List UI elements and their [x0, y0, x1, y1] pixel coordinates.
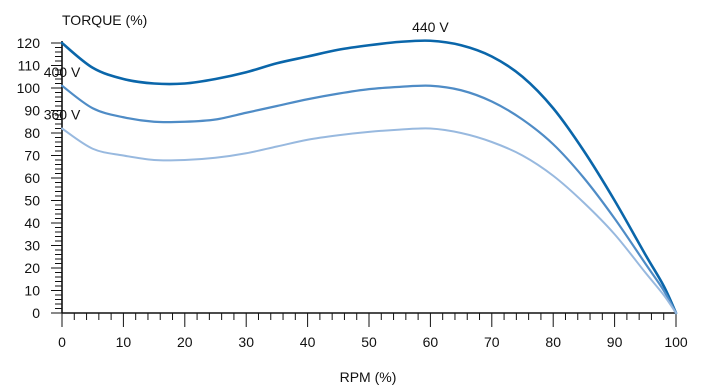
y-tick-label: 10 [24, 283, 40, 299]
y-tick-label: 30 [24, 238, 40, 254]
y-tick-label: 20 [24, 260, 40, 276]
x-tick-label: 20 [177, 334, 193, 350]
series-line-360v [61, 127, 677, 314]
y-tick-label: 80 [24, 125, 40, 141]
x-tick-label: 50 [361, 334, 377, 350]
series-line-400v [60, 84, 678, 315]
x-tick-label: 100 [664, 334, 688, 350]
y-tick-label: 110 [18, 58, 41, 74]
x-tick-label: 60 [423, 334, 439, 350]
x-tick-label: 80 [545, 334, 561, 350]
y-tick-label: 70 [24, 148, 40, 164]
x-tick-label: 10 [116, 334, 132, 350]
series-label: 400 V [44, 64, 81, 80]
x-axis-title: RPM (%) [340, 369, 397, 385]
x-tick-label: 30 [238, 334, 254, 350]
y-tick-label: 90 [24, 103, 40, 119]
x-tick-label: 40 [300, 334, 316, 350]
y-tick-label: 50 [24, 193, 40, 209]
series-label: 440 V [412, 19, 449, 35]
x-tick-label: 90 [607, 334, 623, 350]
y-axis-title: TORQUE (%) [62, 12, 147, 28]
series-line-440v [60, 39, 678, 315]
y-tick-label: 0 [32, 305, 40, 321]
x-tick-label: 70 [484, 334, 500, 350]
x-tick-label: 0 [58, 334, 66, 350]
y-tick-label: 60 [24, 170, 40, 186]
y-tick-label: 120 [17, 35, 41, 51]
y-tick-label: 100 [17, 80, 41, 96]
axes: 0 10 20 30 40 50 60 70 80 90 100 0 10 20 30 40 50 60 70 80 9… [17, 35, 688, 350]
y-tick-label: 40 [24, 215, 40, 231]
series-group: 440 V 400 V 360 V [44, 19, 678, 315]
series-label: 360 V [44, 107, 81, 123]
